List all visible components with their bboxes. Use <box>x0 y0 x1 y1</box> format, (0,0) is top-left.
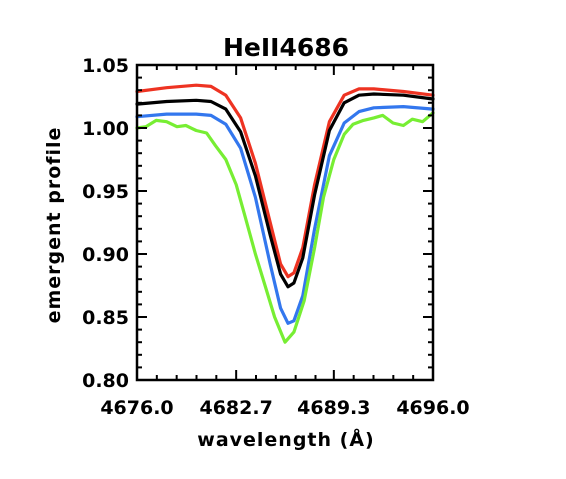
plot-frame <box>135 63 435 382</box>
series-line-3 <box>135 105 435 325</box>
series-line-1 <box>135 83 435 279</box>
axis-layer: 4676.0 4682.7 4689.3 4696.0 0.80 0.85 0.90 0.95… <box>82 55 470 419</box>
y-tick-label: 1.00 <box>82 118 129 140</box>
chart-title: HeII4686 <box>223 33 349 62</box>
y-axis-title: emergent profile <box>43 127 65 324</box>
series-line-4 <box>135 111 435 344</box>
series-layer <box>135 83 435 344</box>
x-tick-label: 4682.7 <box>199 397 272 419</box>
y-tick-label: 1.05 <box>82 55 129 77</box>
y-tick-label: 0.80 <box>82 370 129 392</box>
x-tick-label: 4696.0 <box>396 397 469 419</box>
series-line-2 <box>135 92 435 289</box>
y-tick-label: 0.95 <box>82 181 129 203</box>
x-tick-label: 4689.3 <box>297 397 370 419</box>
x-axis-title: wavelength (Å) <box>197 427 374 451</box>
y-tick-label: 0.90 <box>82 244 129 266</box>
x-tick-label: 4676.0 <box>100 397 173 419</box>
y-tick-label: 0.85 <box>82 307 129 329</box>
